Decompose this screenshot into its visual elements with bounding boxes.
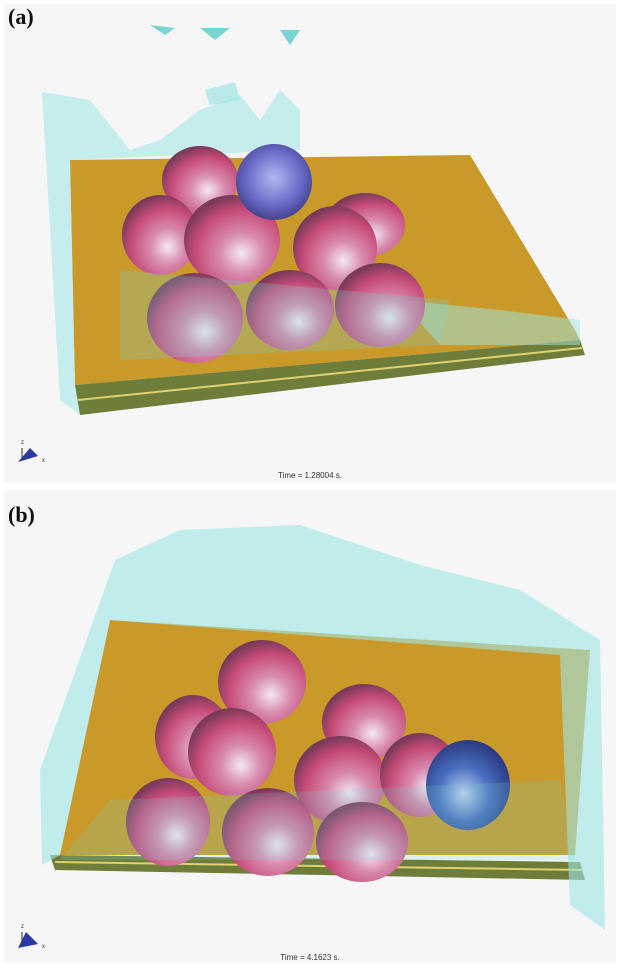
fluid <box>40 525 605 930</box>
fluid-film <box>60 780 575 860</box>
time-label: Time = 4.1623 s. <box>280 953 340 962</box>
particle <box>122 195 198 275</box>
axis-label: x <box>42 458 45 464</box>
fluid <box>42 90 300 415</box>
droplet <box>205 82 240 105</box>
particle <box>335 263 425 347</box>
floor-edge <box>77 347 583 401</box>
time-label: Time = 1.28004 s. <box>278 471 342 480</box>
axis-triad <box>18 932 38 948</box>
panel-a: (a) z x Time = 1.28004 s. <box>4 4 616 482</box>
particle <box>316 802 408 882</box>
particle <box>294 736 386 824</box>
floor-strip <box>75 340 585 415</box>
particle-highlighted <box>236 144 312 220</box>
droplet <box>200 28 230 40</box>
particle-highlighted <box>426 740 510 830</box>
particle <box>188 708 276 796</box>
axis-label: z <box>21 440 24 446</box>
panel-label: (a) <box>8 4 34 29</box>
droplet <box>150 25 175 35</box>
panel-b: (b) z x Time = 4.1623 s. <box>4 490 616 962</box>
axis-label: x <box>42 944 45 950</box>
particle <box>246 270 334 350</box>
floor-edge <box>54 861 583 871</box>
particle <box>218 640 306 724</box>
particle <box>293 206 377 290</box>
particle <box>222 788 314 876</box>
panel-label: (b) <box>8 502 35 527</box>
fluid <box>400 300 580 345</box>
particle <box>126 778 210 866</box>
droplet <box>280 30 300 45</box>
axis-triad <box>18 448 38 462</box>
axis-label: z <box>21 924 24 930</box>
particle <box>184 195 280 285</box>
particle <box>147 273 243 363</box>
fluid-film <box>120 270 450 360</box>
